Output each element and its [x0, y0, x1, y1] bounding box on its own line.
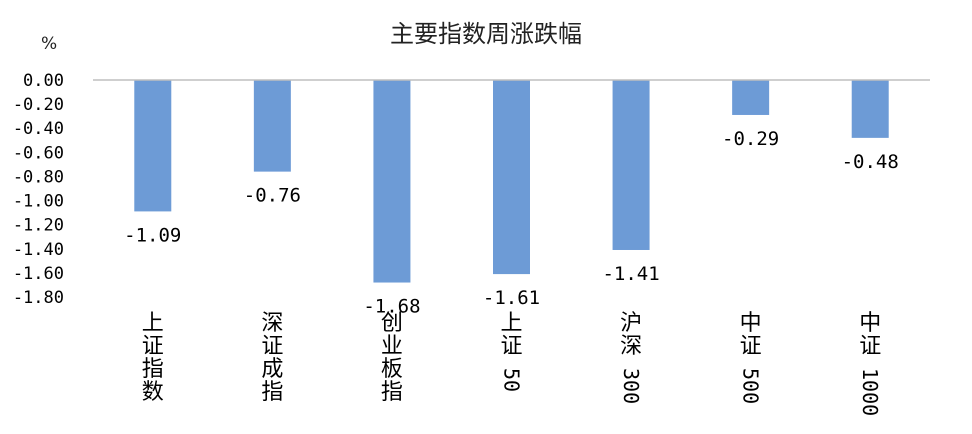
data-label: -0.76	[244, 185, 301, 207]
data-label: -0.29	[722, 128, 779, 150]
data-label: -0.48	[842, 151, 899, 173]
y-tick-label: -0.20	[13, 95, 64, 115]
y-tick-label: -1.00	[13, 192, 64, 212]
data-label: -1.41	[602, 263, 659, 285]
svg-text:板: 板	[381, 357, 403, 382]
svg-text:指: 指	[261, 380, 283, 405]
svg-text:沪: 沪	[620, 311, 642, 336]
svg-text:证: 证	[261, 334, 283, 359]
data-label: -1.68	[363, 296, 420, 318]
y-tick-label: -1.40	[13, 240, 64, 260]
svg-text:1000: 1000	[858, 368, 882, 416]
svg-text:中: 中	[740, 311, 762, 336]
bar	[134, 80, 172, 212]
svg-text:指: 指	[142, 357, 164, 382]
bar	[373, 80, 411, 283]
bar	[253, 80, 291, 172]
bar	[612, 80, 650, 250]
bar	[851, 80, 889, 138]
svg-text:指: 指	[381, 380, 403, 405]
y-tick-label: 0.00	[23, 71, 64, 91]
y-tick-label: -1.80	[13, 288, 64, 308]
svg-text:创: 创	[381, 311, 403, 336]
y-tick-label: -0.40	[13, 119, 64, 139]
x-tick-label: 中证 1000	[858, 311, 882, 416]
x-tick-label: 沪深 300	[619, 311, 643, 404]
y-tick-label: -1.60	[13, 264, 64, 284]
y-tick-label: -0.80	[13, 167, 64, 187]
svg-text:上: 上	[500, 311, 522, 336]
svg-text:成: 成	[261, 357, 283, 382]
svg-text:500: 500	[739, 368, 763, 404]
svg-text:证: 证	[500, 334, 522, 359]
data-label: -1.61	[483, 287, 540, 309]
bar	[732, 80, 770, 115]
svg-text:50: 50	[500, 368, 524, 392]
y-axis-unit: %	[41, 34, 58, 54]
svg-text:深: 深	[261, 311, 283, 336]
svg-text:上: 上	[142, 311, 164, 336]
y-tick-label: -1.20	[13, 216, 64, 236]
svg-text:证: 证	[740, 334, 762, 359]
svg-text:证: 证	[859, 334, 881, 359]
chart-title: 主要指数周涨跌幅	[390, 20, 582, 48]
x-tick-label: 上证 50	[500, 311, 524, 392]
svg-text:深: 深	[620, 334, 642, 359]
svg-text:300: 300	[619, 368, 643, 404]
x-tick-label: 中证 500	[739, 311, 763, 404]
svg-text:中: 中	[859, 311, 881, 336]
y-tick-label: -0.60	[13, 143, 64, 163]
data-label: -1.09	[124, 224, 181, 246]
svg-text:数: 数	[142, 380, 164, 405]
svg-text:证: 证	[142, 334, 164, 359]
bar	[493, 80, 530, 275]
svg-text:业: 业	[381, 334, 403, 359]
